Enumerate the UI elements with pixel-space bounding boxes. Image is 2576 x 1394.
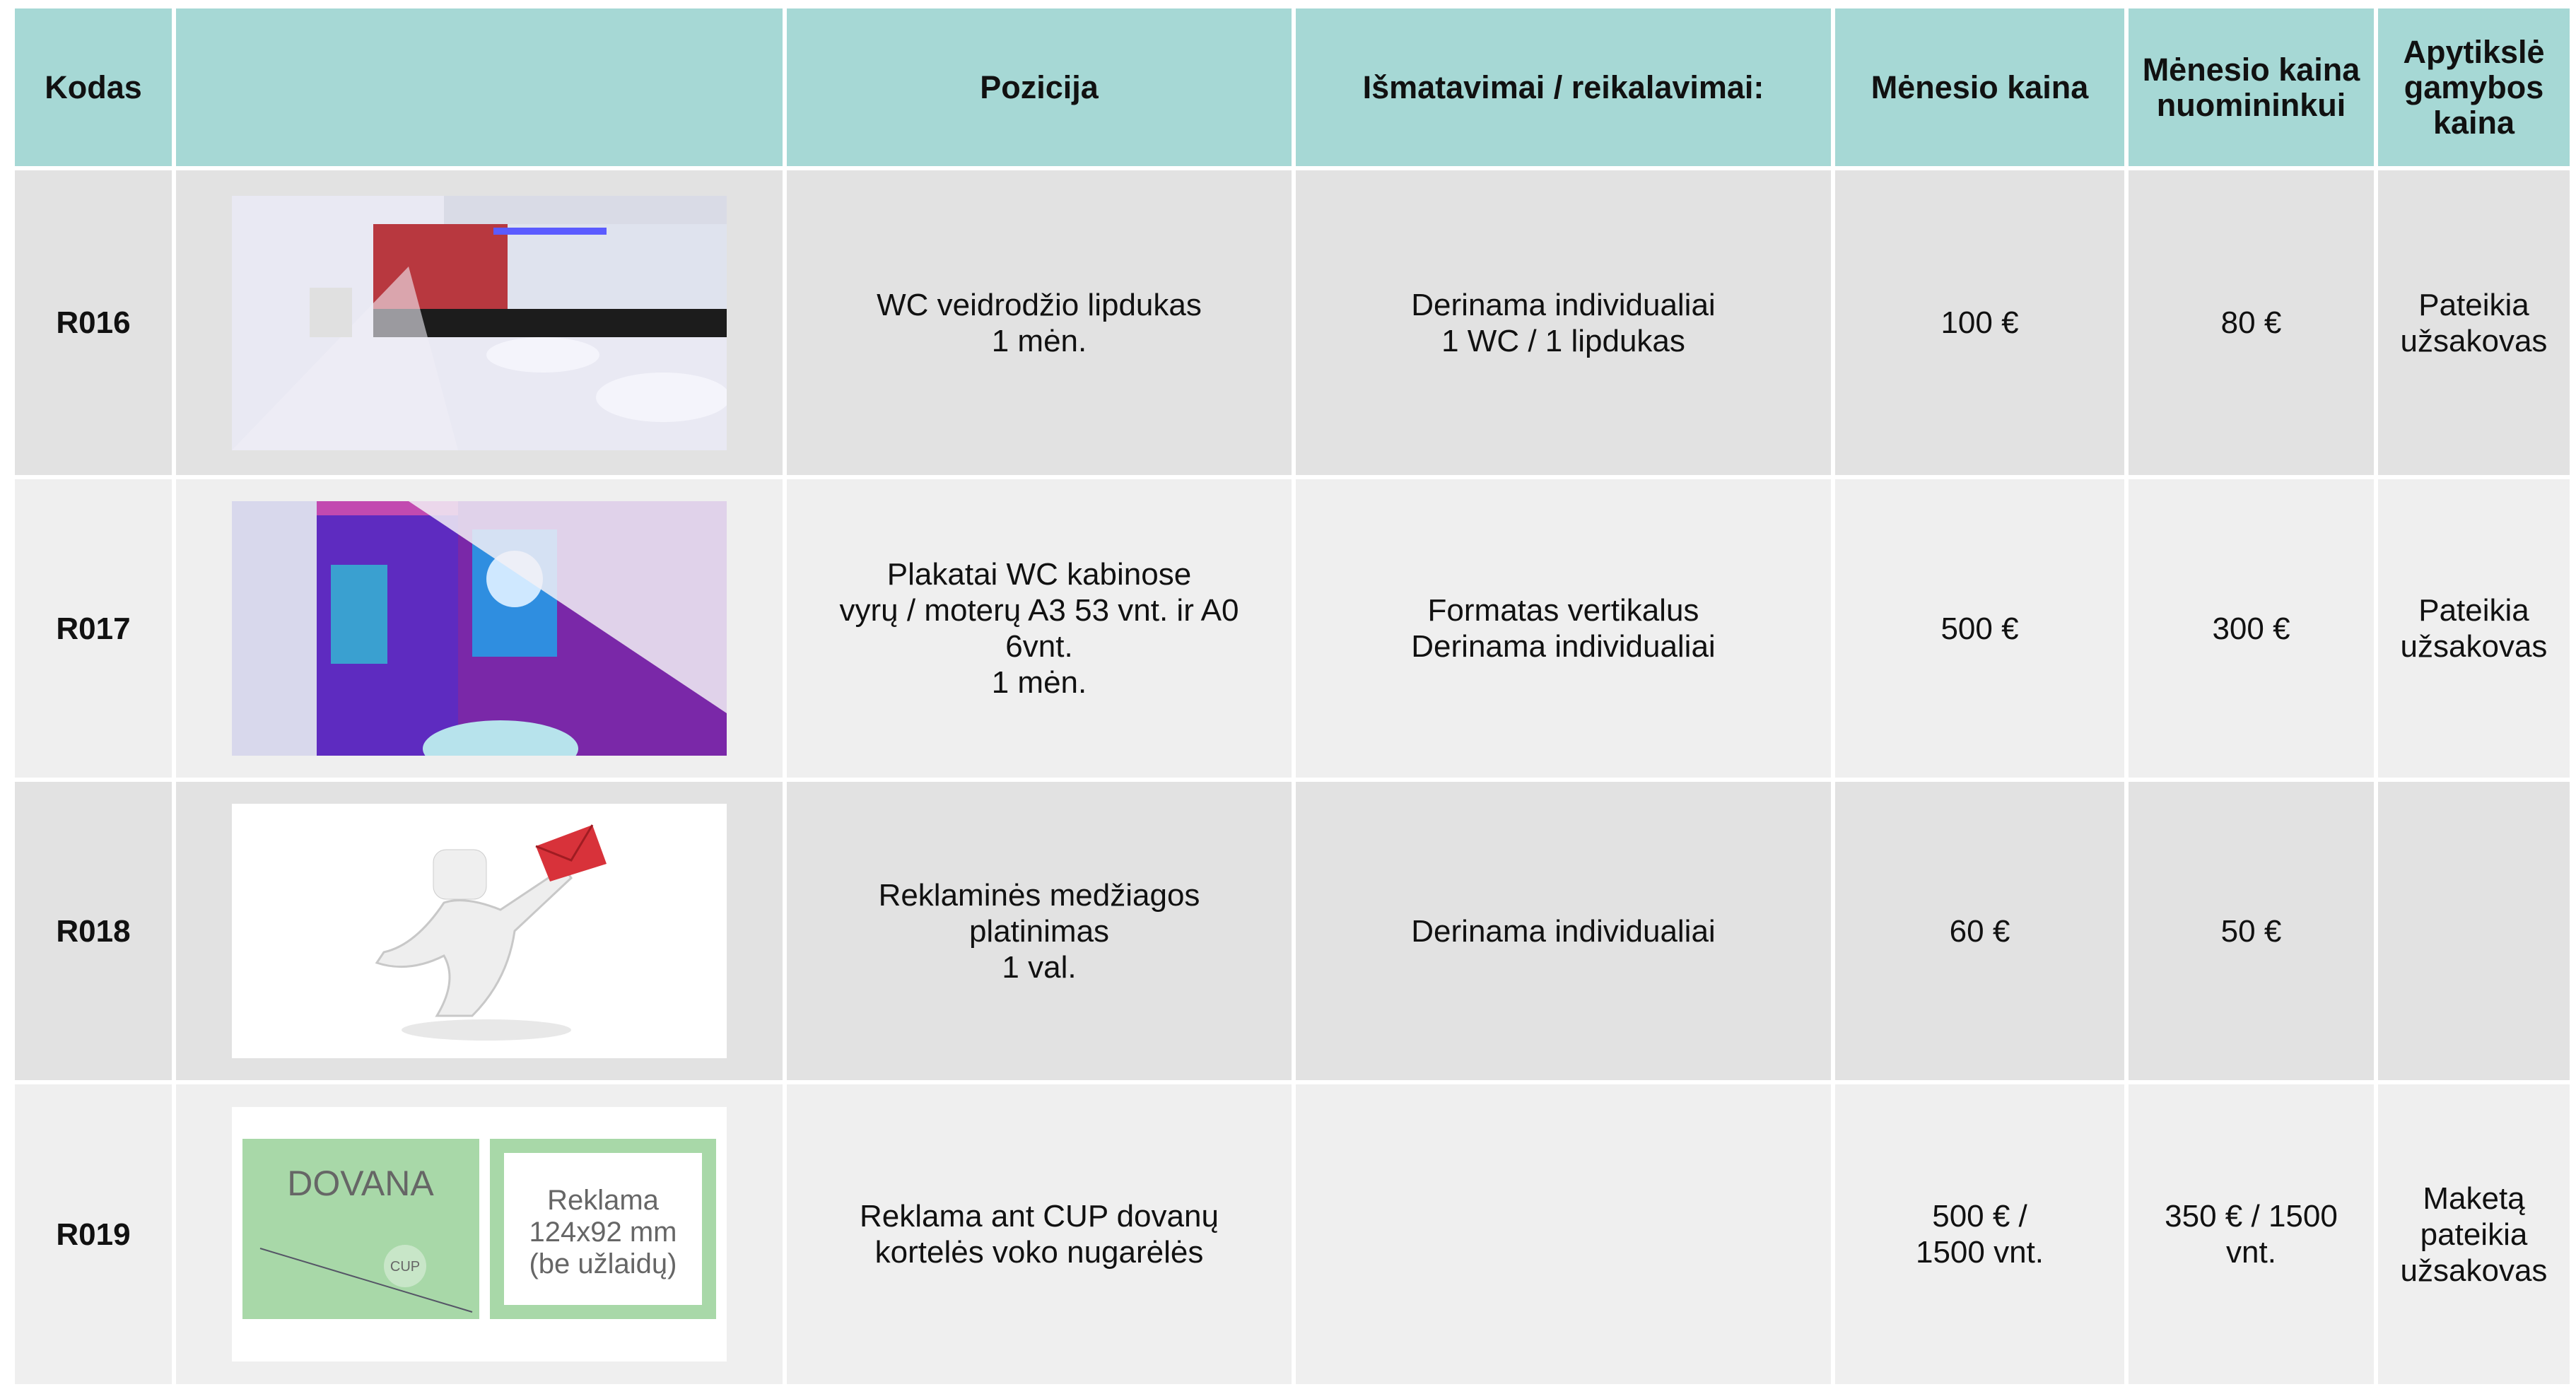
price-cell: 500 € /1500 vnt.	[1835, 1084, 2124, 1384]
cell-line: 300 €	[2212, 611, 2290, 646]
cell-line: 500 € /	[1932, 1199, 2027, 1234]
cell-line: 80 €	[2220, 305, 2282, 340]
cell-line: Maketą	[2423, 1181, 2525, 1216]
production-cell	[2378, 782, 2570, 1080]
requirements-cell	[1296, 1084, 1831, 1384]
card-note: (be užlaidų)	[529, 1248, 677, 1279]
cell-line: Derinama individualiai	[1411, 913, 1716, 949]
position-cell: WC veidrodžio lipdukas 1 mėn.	[787, 170, 1292, 475]
card-note: Reklama	[547, 1185, 660, 1216]
price-table: Kodas Pozicija Išmatavimai / reikalavimai:…	[15, 8, 2570, 1384]
cell-line: Derinama individualiai	[1411, 629, 1716, 664]
position-cell: Plakatai WC kabinose vyrų / moterų A3 53 …	[787, 479, 1292, 778]
cell-line: 350 € / 1500	[2165, 1199, 2338, 1234]
cell-line: užsakovas	[2400, 1253, 2548, 1288]
cell-line: 50 €	[2220, 913, 2282, 949]
header-cell: Apytikslė gamybos kaina	[2378, 8, 2570, 166]
header-cell: Pozicija	[787, 8, 1292, 166]
requirements-cell: Derinama individualiai 1 WC / 1 lipdukas	[1296, 170, 1831, 475]
cell-line: 60 €	[1949, 913, 2010, 949]
image-cell: DOVANA CUP Reklama 124x92 mm (be užlaidų)	[176, 1084, 783, 1384]
cell-line: užsakovas	[2400, 629, 2548, 664]
header-cell	[176, 8, 783, 166]
code-cell: R016	[15, 170, 172, 475]
price-cell: 100 €	[1835, 170, 2124, 475]
header-cell: Mėnesio kaina nuomininkui	[2129, 8, 2374, 166]
code-cell: R018	[15, 782, 172, 1080]
cell-line: Reklaminės medžiagos	[878, 877, 1200, 913]
cell-line: užsakovas	[2400, 323, 2548, 358]
requirements-cell: Derinama individualiai	[1296, 782, 1831, 1080]
tenant-price-cell: 350 € / 1500 vnt.	[2129, 1084, 2374, 1384]
cell-line: 100 €	[1940, 305, 2019, 340]
cell-line: Reklama ant CUP dovanų	[860, 1199, 1219, 1234]
position-cell: Reklaminės medžiagos platinimas 1 val.	[787, 782, 1292, 1080]
cell-line: Derinama individualiai	[1411, 287, 1716, 322]
cell-line: 1 mėn.	[991, 665, 1087, 700]
card-note: 124x92 mm	[529, 1217, 677, 1248]
requirements-cell: Formatas vertikalus Derinama individualia…	[1296, 479, 1831, 778]
position-cell: Reklama ant CUP dovanų kortelės voko nuga…	[787, 1084, 1292, 1384]
tenant-price-cell: 80 €	[2129, 170, 2374, 475]
cell-line: vnt.	[2226, 1235, 2276, 1270]
image-cell	[176, 170, 783, 475]
production-cell: Maketą pateikia užsakovas	[2378, 1084, 2570, 1384]
price-cell: 500 €	[1835, 479, 2124, 778]
row-image	[232, 804, 727, 1058]
production-cell: Pateikia užsakovas	[2378, 479, 2570, 778]
cell-line: 6vnt.	[1005, 629, 1073, 664]
cell-line: 500 €	[1940, 611, 2019, 646]
row-image	[232, 501, 727, 756]
cell-line: WC veidrodžio lipdukas	[877, 287, 1202, 322]
header-cell: Mėnesio kaina	[1835, 8, 2124, 166]
cell-line: Plakatai WC kabinose	[886, 557, 1192, 592]
cell-line: Pateikia	[2418, 593, 2529, 628]
cell-line: kortelės voko nugarėlės	[874, 1235, 1204, 1270]
code-cell: R017	[15, 479, 172, 778]
header-cell: Kodas	[15, 8, 172, 166]
tenant-price-cell: 300 €	[2129, 479, 2374, 778]
cell-line: Formatas vertikalus	[1427, 593, 1699, 628]
price-cell: 60 €	[1835, 782, 2124, 1080]
row-image	[232, 195, 727, 450]
card-logo: CUP	[390, 1259, 420, 1275]
cell-line: 1 WC / 1 lipdukas	[1441, 323, 1685, 358]
cell-line: platinimas	[968, 913, 1110, 949]
code-cell: R019	[15, 1084, 172, 1384]
cell-line: Pateikia	[2418, 287, 2529, 322]
card-title: DOVANA	[287, 1164, 434, 1203]
header-cell: Išmatavimai / reikalavimai:	[1296, 8, 1831, 166]
cell-line: 1 val.	[1002, 949, 1077, 985]
image-cell	[176, 782, 783, 1080]
production-cell: Pateikia užsakovas	[2378, 170, 2570, 475]
cell-line: vyrų / moterų A3 53 vnt. ir A0	[839, 593, 1239, 628]
cell-line: 1 mėn.	[991, 323, 1087, 358]
tenant-price-cell: 50 €	[2129, 782, 2374, 1080]
cell-line: pateikia	[2420, 1217, 2528, 1252]
image-cell	[176, 479, 783, 778]
cell-line: 1500 vnt.	[1915, 1235, 2044, 1270]
